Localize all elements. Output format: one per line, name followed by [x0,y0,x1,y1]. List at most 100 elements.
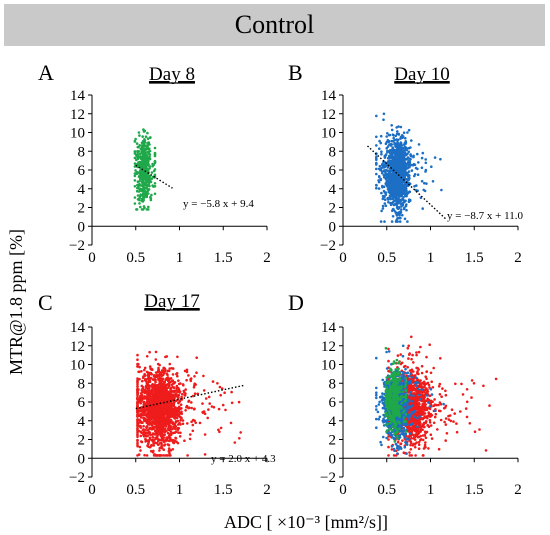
scatter-point [181,392,184,396]
scatter-point [141,411,145,414]
scatter-point [410,139,413,142]
scatter-point [162,429,165,433]
scatter-point [382,118,385,121]
scatter-point [185,378,188,382]
scatter-point [396,147,400,151]
scatter-point [420,156,424,160]
scatter-point [419,407,423,410]
scatter-point [431,386,435,389]
scatter-point [135,142,139,145]
scatter-point [191,394,195,398]
scatter-point [174,392,178,395]
scatter-point [414,428,417,432]
scatter-point [162,436,166,439]
scatter-point [406,152,409,156]
scatter-point [161,414,164,418]
scatter-point [380,209,383,213]
scatter-point [426,424,430,427]
scatter-point [185,368,189,372]
scatter-point [423,443,427,447]
scatter-point [409,440,413,443]
series-day17 [136,350,242,457]
scatter-point [138,198,141,202]
scatter-point [413,388,416,392]
scatter-point [437,385,441,388]
scatter-point [176,414,180,418]
scatter-point [147,182,151,185]
scatter-point [154,374,158,378]
scatter-point [141,162,145,166]
scatter-point [166,383,170,387]
scatter-point [145,406,148,410]
scatter-point [147,141,151,144]
scatter-point [151,164,154,168]
scatter-point [401,169,405,172]
scatter-point [138,399,141,402]
scatter-point [423,181,426,185]
scatter-point [158,438,162,442]
scatter-point [149,417,152,420]
scatter-point [399,194,402,197]
scatter-point [139,434,143,438]
scatter-point [185,370,189,374]
scatter-point [152,169,156,173]
scatter-point [417,447,421,451]
scatter-point [147,179,150,182]
scatter-point [146,392,149,395]
y-tick-label: 6 [329,163,337,179]
scatter-point [166,454,169,457]
scatter-point [136,443,139,447]
y-tick-label: 4 [78,182,86,198]
scatter-point [149,413,153,417]
scatter-point [170,407,173,410]
scatter-point [470,379,474,382]
scatter-point [201,402,204,405]
scatter-point [158,431,161,435]
scatter-point [158,397,162,400]
scatter-point [137,183,140,186]
figure-title: Control [234,10,315,39]
scatter-point [146,187,149,191]
scatter-point [383,220,386,223]
scatter-point [428,415,432,418]
scatter-point [407,170,411,173]
scatter-point [220,387,224,390]
scatter-point [414,188,418,192]
x-tick-label: 1.5 [214,482,233,498]
scatter-point [426,381,430,385]
scatter-point [410,454,414,457]
scatter-point [136,414,139,418]
scatter-point [175,440,178,444]
scatter-point [138,144,141,147]
scatter-point [387,133,391,137]
scatter-point [397,201,400,205]
scatter-point [147,432,150,435]
scatter-point [152,444,156,447]
scatter-point [405,208,408,212]
scatter-point [397,168,401,171]
scatter-point [145,412,148,416]
scatter-point [379,134,383,138]
scatter-point [160,444,164,447]
x-tick-label: 0 [88,482,96,498]
scatter-point [433,403,437,407]
scatter-point [401,181,405,184]
scatter-point [148,427,151,431]
scatter-point [396,199,399,202]
scatter-point [148,149,152,153]
scatter-point [153,396,157,399]
scatter-point [136,145,140,149]
scatter-point [156,383,160,387]
scatter-point [429,400,433,404]
scatter-point [150,428,154,431]
scatter-point [399,125,403,129]
scatter-point [156,422,159,425]
scatter-point [400,146,404,150]
scatter-point [151,436,155,439]
scatter-point [403,161,406,164]
scatter-point [413,396,416,400]
scatter-point [181,383,185,386]
scatter-point [168,405,172,409]
x-tick-label: 0.5 [126,482,145,498]
